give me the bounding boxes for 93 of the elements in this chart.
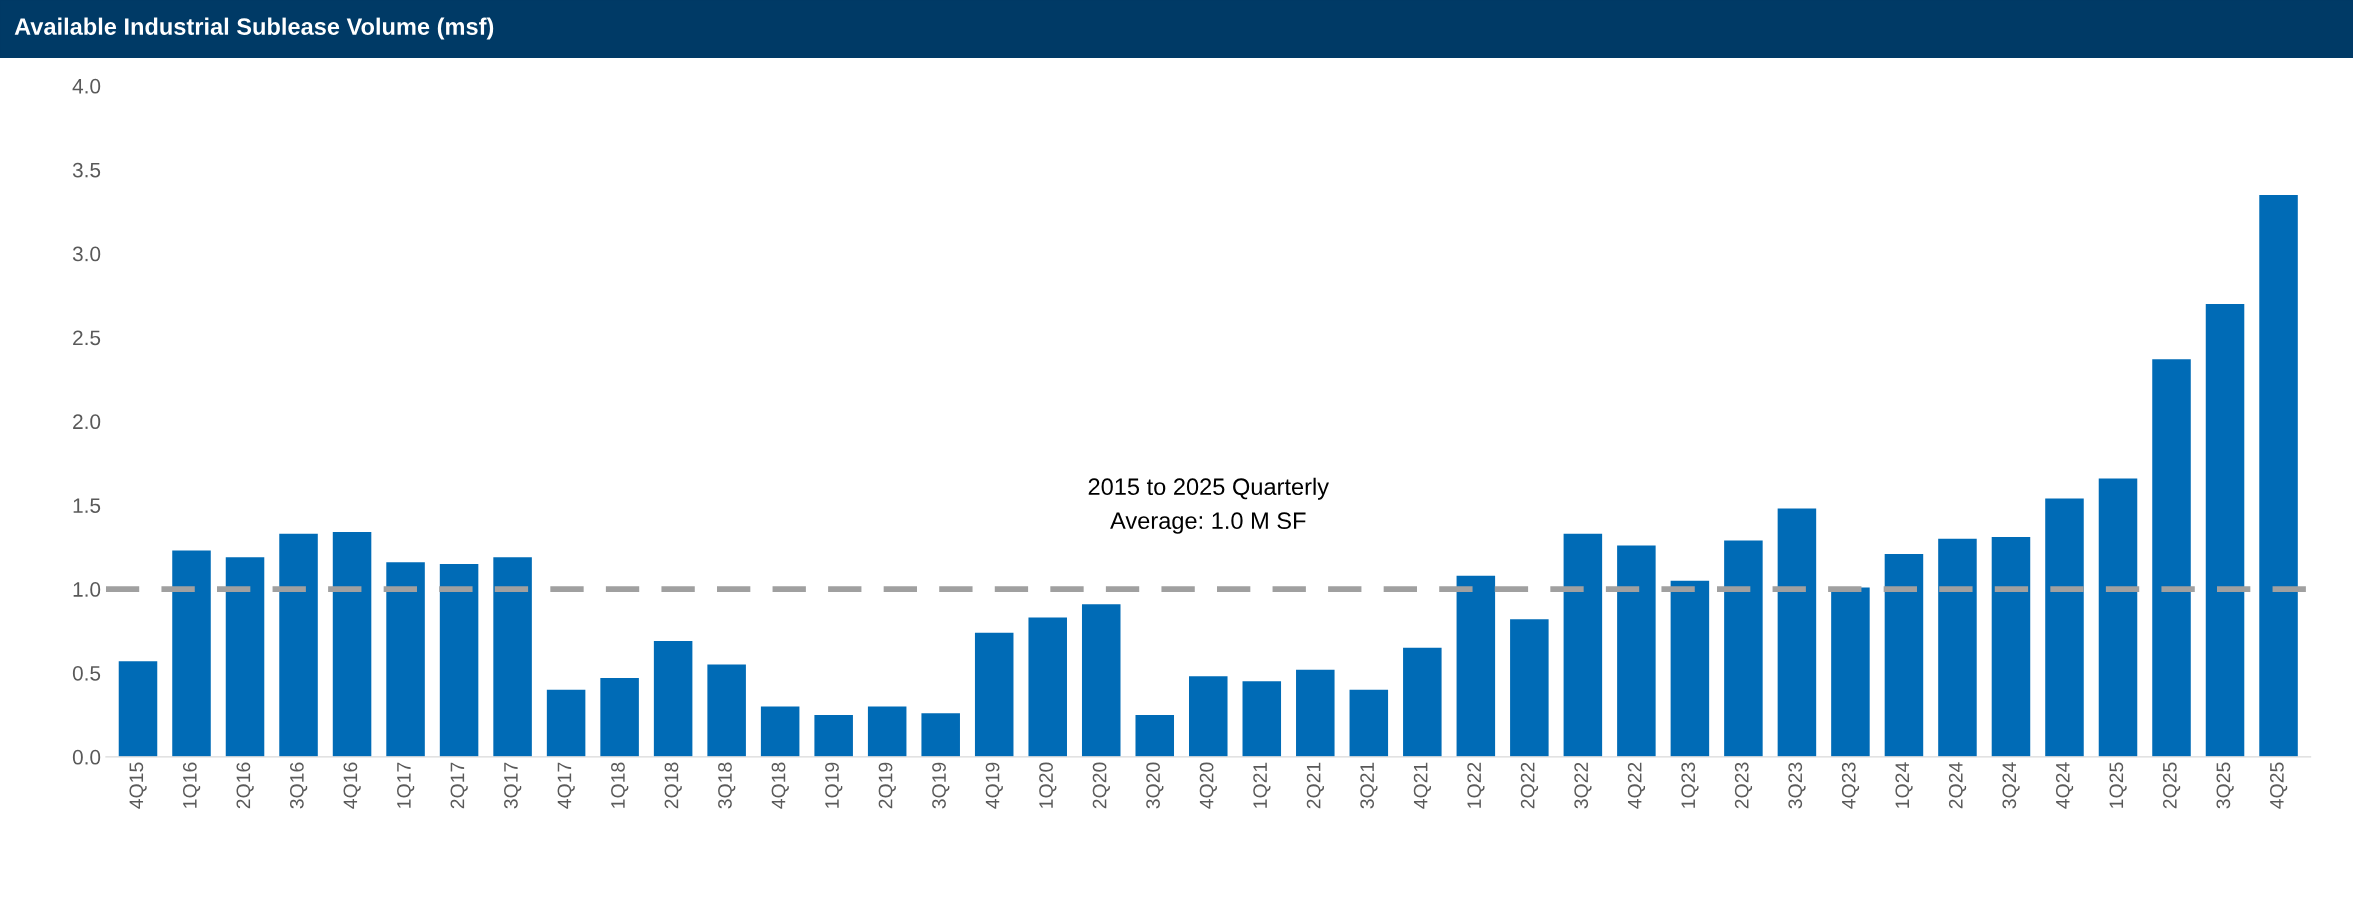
bar	[867, 706, 907, 757]
bar	[1563, 533, 1603, 757]
y-tick-label: 1.0	[73, 582, 101, 597]
bar	[1938, 538, 1977, 757]
x-tick-label: 3Q23	[1788, 762, 1806, 809]
x-tick-label: 3Q21	[1360, 762, 1378, 809]
x-tick-label: 1Q18	[611, 762, 629, 808]
x-tick-label: 4Q25	[2269, 762, 2288, 809]
x-tick-label: 2Q22	[1520, 762, 1539, 809]
x-tick-label: 1Q17	[397, 762, 415, 808]
bar	[974, 632, 1014, 757]
bar	[2205, 303, 2245, 757]
y-tick-label: 0.0	[72, 749, 101, 765]
x-tick-label: 4Q19	[985, 762, 1003, 809]
bar	[1777, 508, 1817, 757]
y-tick-label: 2.0	[73, 414, 101, 430]
x-tick-label: 1Q19	[825, 762, 843, 808]
x-tick-label: 3Q16	[289, 762, 308, 809]
bar	[1189, 676, 1228, 757]
x-tick-label: 2Q25	[2162, 762, 2181, 809]
bar	[1831, 587, 1870, 757]
x-tick-label: 1Q24	[1895, 762, 1913, 808]
x-tick-label: 3Q25	[2216, 762, 2234, 809]
y-tick-label: 0.5	[72, 665, 101, 681]
bar	[1617, 545, 1656, 757]
x-tick-label: 3Q24	[2002, 762, 2020, 809]
bar	[439, 563, 479, 757]
x-tick-label: 2Q23	[1734, 762, 1753, 809]
x-tick-label: 1Q21	[1253, 762, 1271, 808]
x-tick-label: 4Q18	[771, 762, 789, 809]
ref-line-label: 2015 to 2025 Quarterly Average: 1.0 M SF	[1088, 477, 1329, 534]
x-tick-label: 3Q18	[718, 762, 736, 809]
bar	[707, 664, 746, 757]
x-tick-label: 4Q21	[1413, 762, 1432, 809]
x-tick-label: 2Q20	[1092, 762, 1110, 809]
x-tick-label: 4Q20	[1199, 762, 1217, 809]
x-tick-label: 4Q16	[343, 762, 361, 809]
x-tick-label: 4Q17	[557, 762, 575, 809]
x-tick-label: 4Q22	[1627, 762, 1646, 809]
x-tick-label: 3Q19	[932, 762, 950, 809]
bar	[493, 557, 532, 757]
bar	[1884, 553, 1924, 757]
bar	[1403, 647, 1442, 757]
x-tick-label: 1Q22	[1467, 762, 1485, 808]
bar	[225, 557, 265, 757]
bar	[2045, 498, 2084, 757]
x-tick-label: 2Q18	[664, 762, 682, 809]
bar	[1135, 714, 1175, 757]
bar	[1349, 689, 1389, 757]
bar	[1456, 575, 1496, 757]
y-tick-label: 3.0	[72, 246, 101, 262]
bar	[2098, 478, 2138, 757]
y-tick-label: 2.5	[73, 330, 101, 346]
bar	[814, 714, 853, 757]
y-tick-label: 3.5	[72, 162, 101, 178]
x-tick-label: 4Q23	[1841, 762, 1860, 809]
x-tick-label: 1Q23	[1681, 762, 1699, 808]
bar	[1724, 540, 1763, 757]
bar	[760, 706, 800, 757]
bar	[2259, 194, 2298, 757]
bar	[1991, 537, 2031, 757]
bar	[546, 689, 586, 757]
x-tick-label: 2Q16	[236, 762, 254, 809]
bar	[653, 641, 693, 757]
bar	[332, 532, 372, 757]
bar	[118, 661, 158, 757]
bar	[386, 562, 425, 757]
bar	[1081, 604, 1121, 757]
bar	[921, 713, 960, 757]
bar	[172, 550, 211, 757]
x-tick-label: 1Q25	[2109, 762, 2127, 808]
x-tick-label: 2Q21	[1306, 762, 1324, 809]
bar	[1670, 580, 1710, 757]
bar	[279, 533, 318, 757]
x-tick-label: 3Q22	[1574, 762, 1592, 809]
x-tick-label: 1Q16	[182, 762, 201, 808]
bar	[600, 678, 639, 757]
bar	[1028, 617, 1067, 757]
x-tick-label: 2Q24	[1948, 762, 1967, 809]
bar	[2152, 359, 2191, 757]
x-tick-label: 3Q20	[1146, 762, 1164, 809]
chart-title: Available Industrial Sublease Volume (msf)	[14, 17, 494, 40]
x-tick-label: 2Q17	[450, 762, 468, 809]
bar	[1510, 619, 1549, 757]
x-tick-label: 2Q19	[878, 762, 896, 809]
x-tick-label: 4Q24	[2055, 762, 2074, 809]
y-tick-label: 4.0	[72, 78, 101, 94]
x-tick-label: 1Q20	[1039, 762, 1057, 808]
bar	[1296, 669, 1335, 757]
bar	[1242, 681, 1282, 757]
x-tick-label: 3Q17	[504, 762, 522, 809]
x-tick-label: 4Q15	[129, 762, 147, 809]
y-tick-label: 1.5	[73, 498, 101, 513]
